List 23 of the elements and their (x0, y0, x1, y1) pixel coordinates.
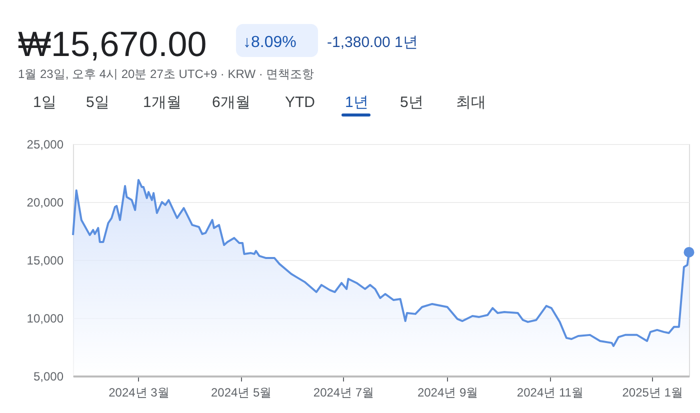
text: ↓8.09% (243, 34, 296, 51)
x-tick-label: 2024년 5월 (210, 386, 272, 400)
text: 5일 (86, 94, 110, 111)
x-tick-label: 2024년 11월 (516, 386, 584, 400)
y-tick-label: 10,000 (26, 312, 64, 326)
text: 1일 (33, 94, 56, 111)
y-tick-label: 15,000 (26, 254, 64, 268)
text: 최대 (456, 94, 486, 111)
chart-subtitle: 1월 23일, 오후 4시 20분 27초 UTC+9 · KRW · 면책조항 (18, 67, 314, 81)
text: 1개월 (143, 94, 182, 111)
text: 1년 (345, 94, 368, 111)
chart-title: ₩15,670.00 (18, 25, 207, 64)
x-tick-label: 2024년 3월 (108, 386, 170, 400)
x-tick-label: 2024년 7월 (313, 386, 374, 400)
y-tick-label: 5,000 (33, 370, 64, 384)
text: YTD (285, 94, 316, 111)
x-tick-label: 2024년 9월 (417, 386, 478, 400)
y-tick-label: 25,000 (26, 138, 64, 152)
text: -1,380.00 1년 (327, 34, 418, 51)
text: 6개월 (212, 94, 250, 111)
text: 5년 (400, 94, 424, 111)
y-tick-label: 20,000 (26, 196, 64, 210)
x-tick-label: 2025년 1월 (622, 386, 683, 400)
